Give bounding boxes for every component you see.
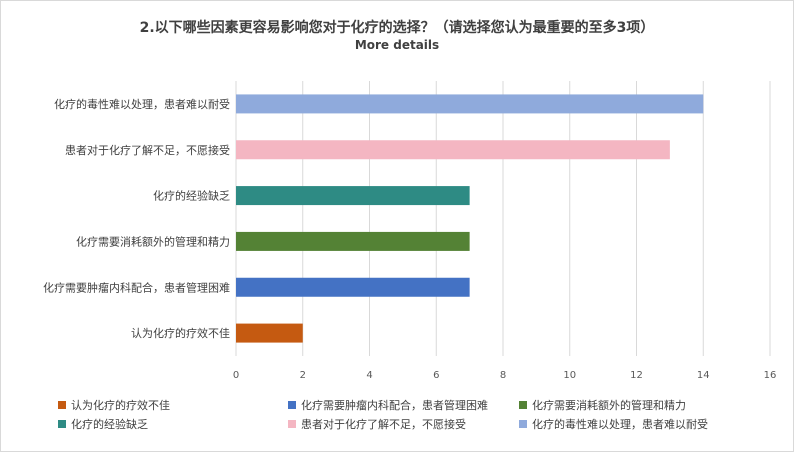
legend-swatch <box>288 401 296 409</box>
bar <box>236 231 470 251</box>
x-tick-label: 14 <box>697 370 710 381</box>
x-tick-label: 6 <box>433 370 439 381</box>
category-label: 化疗需要肿瘤内科配合，患者管理困难 <box>43 280 230 294</box>
bar <box>236 186 470 206</box>
x-tick-label: 4 <box>366 370 372 381</box>
legend-item: 认为化疗的疗效不佳 <box>71 398 170 412</box>
bar <box>236 323 303 343</box>
category-label: 化疗需要消耗额外的管理和精力 <box>76 234 230 248</box>
x-tick-label: 8 <box>500 370 506 381</box>
x-tick-label: 2 <box>300 370 306 381</box>
legend-item: 化疗的毒性难以处理，患者难以耐受 <box>532 417 708 431</box>
category-label: 化疗的经验缺乏 <box>153 189 230 203</box>
legend-swatch <box>288 420 296 428</box>
legend-item: 化疗需要肿瘤内科配合，患者管理困难 <box>301 398 488 412</box>
legend-swatch <box>58 401 66 409</box>
x-tick-label: 0 <box>233 370 239 381</box>
x-tick-label: 10 <box>563 370 576 381</box>
x-tick-label: 16 <box>764 370 777 381</box>
category-label: 化疗的毒性难以处理，患者难以耐受 <box>54 97 230 111</box>
legend-swatch <box>58 420 66 428</box>
bar <box>236 277 470 297</box>
legend-swatch <box>519 401 527 409</box>
chart-title: 2.以下哪些因素更容易影响您对于化疗的选择？（请选择您认为最重要的至多3项） <box>139 20 655 36</box>
category-label: 患者对于化疗了解不足，不愿接受 <box>65 143 230 157</box>
x-tick-label: 12 <box>630 370 643 381</box>
legend-item: 患者对于化疗了解不足，不愿接受 <box>301 417 466 431</box>
bar <box>236 94 704 114</box>
bar <box>236 140 670 160</box>
chart-subtitle: More details <box>354 38 440 52</box>
legend-item: 化疗需要消耗额外的管理和精力 <box>532 398 686 412</box>
category-label: 认为化疗的疗效不佳 <box>131 326 230 340</box>
legend-swatch <box>519 420 527 428</box>
legend-item: 化疗的经验缺乏 <box>71 417 148 431</box>
